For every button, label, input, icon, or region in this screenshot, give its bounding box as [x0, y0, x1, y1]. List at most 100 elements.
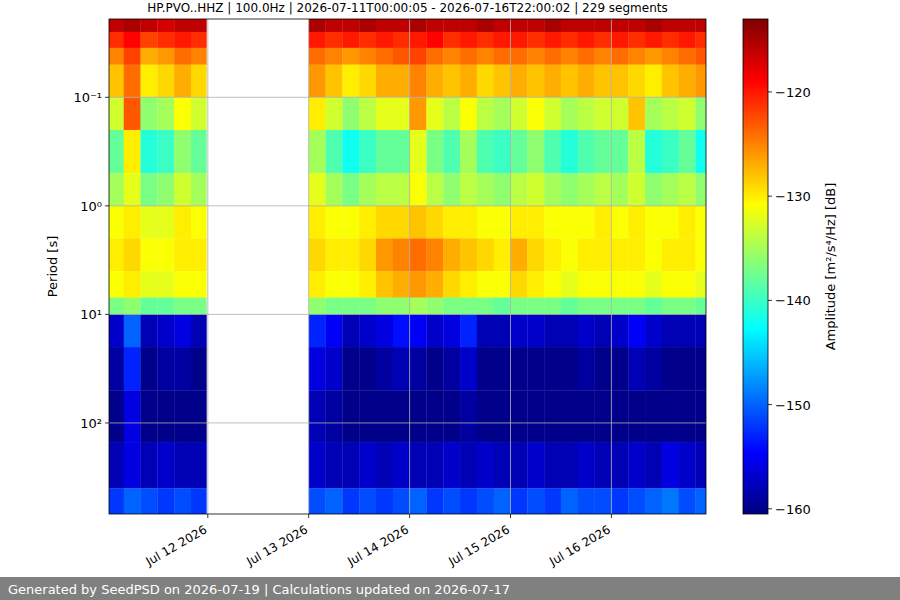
- cell: [191, 65, 207, 98]
- cell: [342, 442, 359, 489]
- cell: [443, 347, 460, 390]
- cell: [460, 239, 477, 272]
- cell: [426, 488, 443, 514]
- cell: [141, 173, 158, 206]
- cell: [359, 32, 376, 48]
- cell: [544, 298, 561, 315]
- cell: [578, 314, 595, 347]
- chart: Jul 12 2026Jul 13 2026Jul 14 2026Jul 15 …: [0, 0, 900, 600]
- cell: [359, 48, 376, 65]
- cell: [662, 32, 679, 48]
- cell: [359, 97, 376, 130]
- cell: [157, 97, 174, 130]
- cell: [191, 298, 207, 315]
- cell: [561, 347, 578, 390]
- cell: [544, 271, 561, 298]
- cell: [695, 390, 706, 442]
- cell: [645, 488, 662, 514]
- cell: [544, 97, 561, 130]
- cell: [527, 298, 544, 315]
- cell: [309, 32, 326, 48]
- cell: [494, 488, 511, 514]
- cell: [544, 442, 561, 489]
- cell: [124, 97, 141, 130]
- cell: [595, 19, 612, 32]
- cell: [410, 97, 427, 130]
- cell: [443, 488, 460, 514]
- cell: [662, 442, 679, 489]
- x-tick: [510, 514, 511, 518]
- cell: [376, 173, 393, 206]
- cell: [679, 206, 696, 239]
- colorbar-tick: [768, 404, 772, 405]
- cell: [309, 347, 326, 390]
- cell: [141, 347, 158, 390]
- cell: [595, 173, 612, 206]
- cell: [326, 488, 343, 514]
- cell: [124, 314, 141, 347]
- cell: [426, 65, 443, 98]
- cell: [426, 206, 443, 239]
- grid-line: [109, 314, 706, 315]
- cell: [460, 130, 477, 173]
- cell: [494, 32, 511, 48]
- cell: [477, 32, 494, 48]
- cell: [191, 442, 207, 489]
- cell: [544, 206, 561, 239]
- cell: [174, 390, 191, 442]
- cell: [494, 130, 511, 173]
- plot-frame: [109, 19, 706, 514]
- cell: [174, 97, 191, 130]
- cell: [645, 32, 662, 48]
- cell: [544, 390, 561, 442]
- cell: [342, 347, 359, 390]
- colorbar-tick: [768, 196, 772, 197]
- cell: [527, 206, 544, 239]
- cell: [326, 239, 343, 272]
- cell: [595, 97, 612, 130]
- cell: [326, 173, 343, 206]
- cell: [511, 173, 528, 206]
- cell: [410, 390, 427, 442]
- grid-line: [409, 19, 410, 514]
- cell: [326, 65, 343, 98]
- cell: [309, 271, 326, 298]
- cell: [527, 19, 544, 32]
- cell: [645, 314, 662, 347]
- colorbar-title: Amplitude [m²/s⁴/Hz] [dB]: [823, 183, 838, 351]
- cell: [109, 298, 124, 315]
- cell: [611, 206, 628, 239]
- cell: [695, 298, 706, 315]
- cell: [342, 48, 359, 65]
- cell: [109, 488, 124, 514]
- cell: [141, 390, 158, 442]
- cell: [326, 298, 343, 315]
- cell: [645, 48, 662, 65]
- cell: [157, 65, 174, 98]
- cell: [544, 48, 561, 65]
- cell: [326, 48, 343, 65]
- cell: [393, 130, 410, 173]
- cell: [174, 173, 191, 206]
- cell: [477, 298, 494, 315]
- cell: [359, 19, 376, 32]
- cell: [662, 97, 679, 130]
- cell: [426, 19, 443, 32]
- cell: [477, 97, 494, 130]
- cell: [393, 173, 410, 206]
- cell: [460, 32, 477, 48]
- cell: [628, 239, 645, 272]
- cell: [561, 48, 578, 65]
- cell: [561, 206, 578, 239]
- cell: [157, 442, 174, 489]
- cell: [109, 19, 124, 32]
- cell: [494, 239, 511, 272]
- cell: [679, 48, 696, 65]
- cell: [494, 390, 511, 442]
- cell: [645, 298, 662, 315]
- cell: [628, 97, 645, 130]
- grid-line: [109, 205, 706, 206]
- cell: [494, 206, 511, 239]
- cell: [628, 32, 645, 48]
- cell: [157, 173, 174, 206]
